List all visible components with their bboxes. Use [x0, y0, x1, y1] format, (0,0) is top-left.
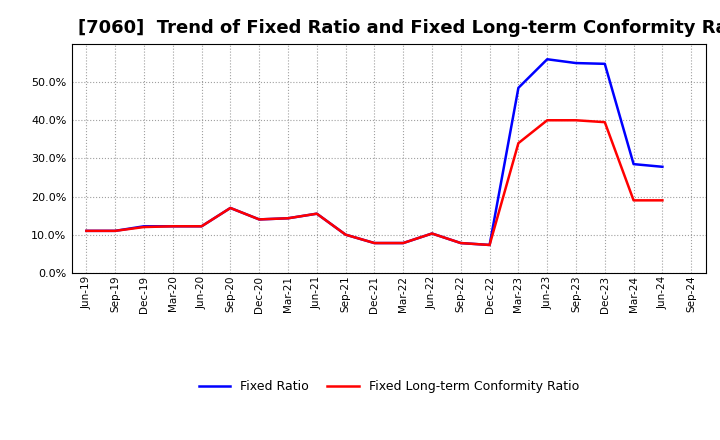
Legend: Fixed Ratio, Fixed Long-term Conformity Ratio: Fixed Ratio, Fixed Long-term Conformity …: [194, 375, 584, 398]
Fixed Long-term Conformity Ratio: [111, 228, 120, 234]
Fixed Long-term Conformity Ratio: [197, 224, 206, 229]
Fixed Ratio: [168, 224, 177, 229]
Fixed Long-term Conformity Ratio: [370, 240, 379, 246]
Fixed Ratio: [226, 205, 235, 211]
Line: Fixed Long-term Conformity Ratio: Fixed Long-term Conformity Ratio: [86, 120, 662, 245]
Fixed Ratio: [370, 240, 379, 246]
Fixed Ratio: [456, 240, 465, 246]
Fixed Ratio: [140, 224, 148, 229]
Fixed Ratio: [658, 164, 667, 169]
Fixed Ratio: [255, 217, 264, 222]
Fixed Ratio: [341, 232, 350, 237]
Fixed Long-term Conformity Ratio: [168, 224, 177, 229]
Fixed Ratio: [399, 240, 408, 246]
Fixed Long-term Conformity Ratio: [255, 217, 264, 222]
Fixed Long-term Conformity Ratio: [629, 198, 638, 203]
Fixed Ratio: [82, 228, 91, 234]
Fixed Long-term Conformity Ratio: [82, 228, 91, 234]
Fixed Long-term Conformity Ratio: [456, 240, 465, 246]
Fixed Ratio: [284, 216, 292, 221]
Fixed Ratio: [485, 242, 494, 248]
Fixed Long-term Conformity Ratio: [658, 198, 667, 203]
Fixed Long-term Conformity Ratio: [140, 224, 148, 230]
Fixed Long-term Conformity Ratio: [341, 232, 350, 237]
Fixed Ratio: [428, 231, 436, 236]
Fixed Ratio: [514, 85, 523, 91]
Fixed Ratio: [111, 228, 120, 234]
Fixed Ratio: [600, 61, 609, 66]
Fixed Ratio: [572, 60, 580, 66]
Fixed Long-term Conformity Ratio: [226, 205, 235, 211]
Fixed Ratio: [312, 211, 321, 216]
Fixed Long-term Conformity Ratio: [399, 240, 408, 246]
Fixed Ratio: [197, 224, 206, 229]
Fixed Long-term Conformity Ratio: [514, 140, 523, 146]
Fixed Long-term Conformity Ratio: [572, 117, 580, 123]
Fixed Ratio: [543, 57, 552, 62]
Fixed Long-term Conformity Ratio: [312, 211, 321, 216]
Fixed Long-term Conformity Ratio: [284, 216, 292, 221]
Text: [7060]  Trend of Fixed Ratio and Fixed Long-term Conformity Ratio: [7060] Trend of Fixed Ratio and Fixed Lo…: [78, 19, 720, 37]
Fixed Long-term Conformity Ratio: [428, 231, 436, 236]
Line: Fixed Ratio: Fixed Ratio: [86, 59, 662, 245]
Fixed Ratio: [629, 161, 638, 167]
Fixed Long-term Conformity Ratio: [543, 117, 552, 123]
Fixed Long-term Conformity Ratio: [485, 242, 494, 248]
Fixed Long-term Conformity Ratio: [600, 120, 609, 125]
